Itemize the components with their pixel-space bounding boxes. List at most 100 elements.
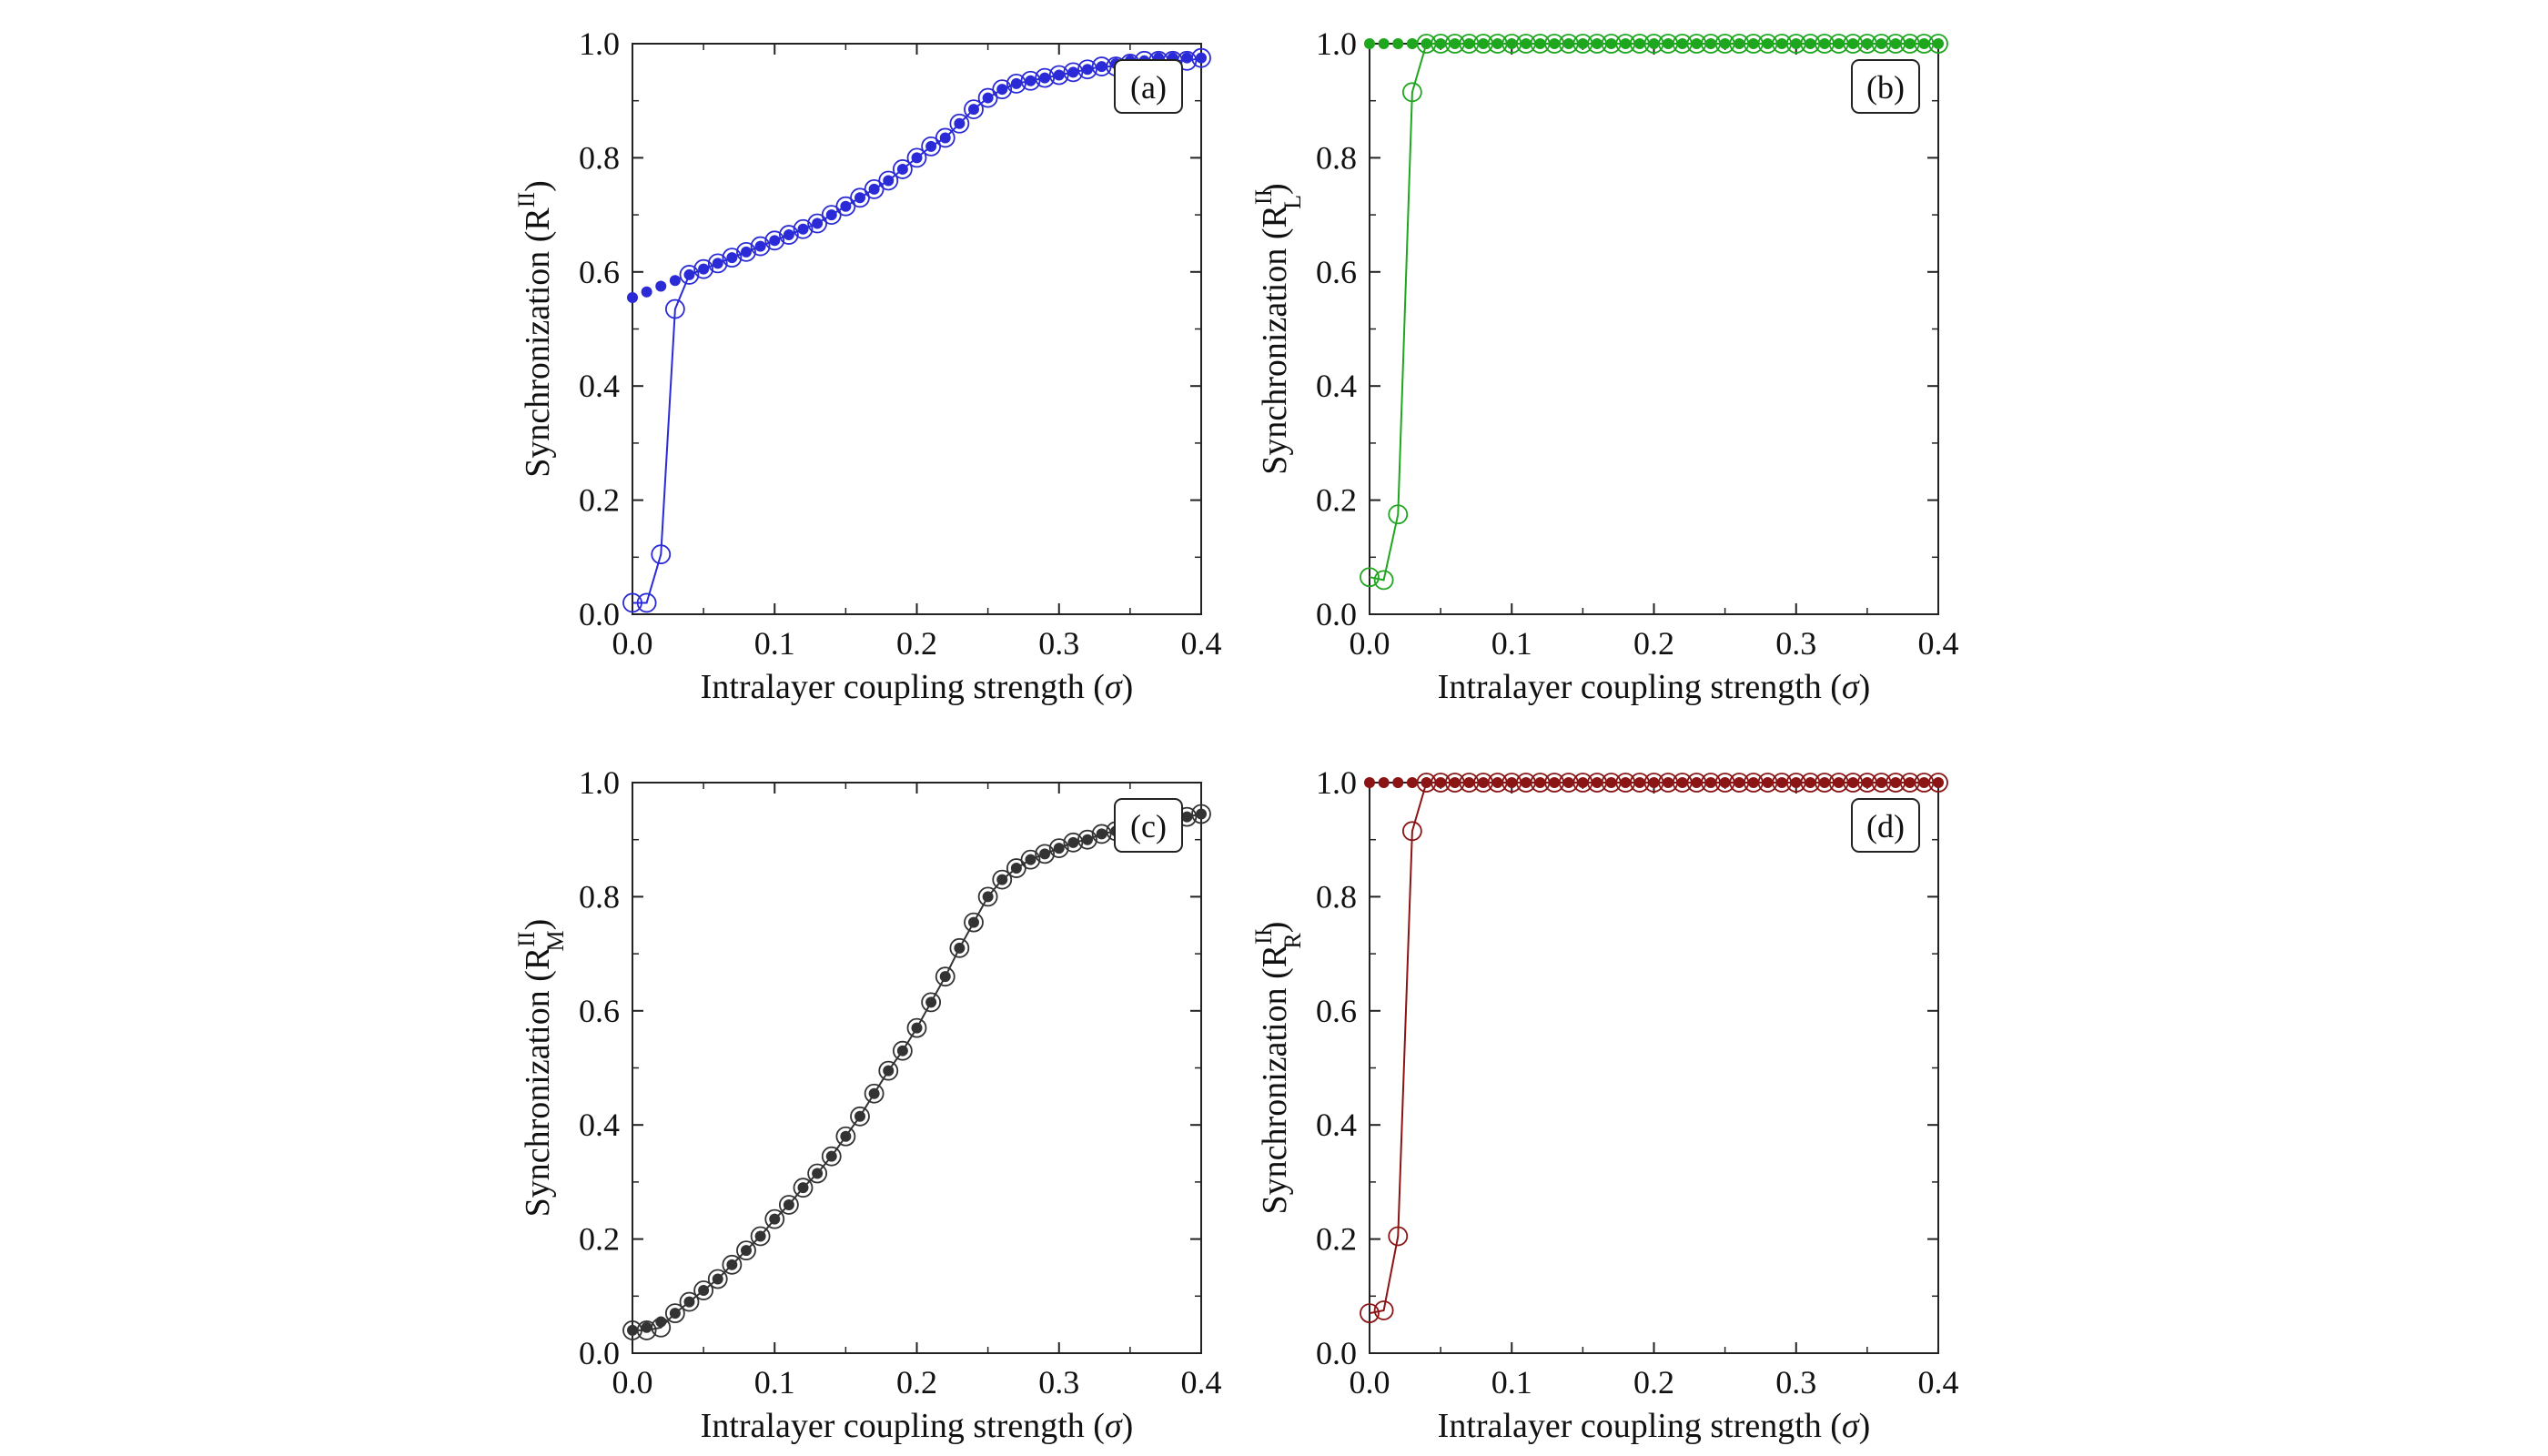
open-data-point — [1459, 34, 1480, 54]
open-data-point — [1871, 773, 1892, 793]
filled-data-point — [982, 891, 994, 903]
open-data-point — [1658, 34, 1679, 54]
filled-data-point — [812, 1168, 824, 1179]
open-data-point — [1077, 829, 1097, 850]
open-data-point — [1587, 34, 1607, 54]
y-axis-label-close: ) — [1256, 922, 1294, 934]
filled-data-point — [1435, 38, 1447, 49]
filled-data-point — [1491, 38, 1503, 49]
open-data-point — [1800, 34, 1821, 54]
filled-data-point — [1676, 777, 1688, 788]
y-tick-label: 0.8 — [1316, 878, 1357, 915]
x-axis-label-text: Intralayer coupling strength ( — [1438, 1407, 1842, 1445]
filled-data-point — [1633, 777, 1645, 788]
open-data-point — [693, 258, 714, 279]
filled-data-point — [825, 209, 837, 221]
filled-data-point — [939, 971, 951, 983]
open-data-point — [693, 1280, 714, 1300]
filled-data-point — [1918, 777, 1930, 788]
open-data-point — [892, 159, 913, 179]
filled-data-point — [1010, 77, 1022, 89]
open-data-point — [964, 912, 984, 933]
open-data-point — [636, 592, 657, 613]
x-tick-label: 0.4 — [1918, 1364, 1959, 1400]
y-axis-label-sup: II — [1250, 189, 1277, 205]
series-line — [1369, 43, 1938, 581]
open-data-point — [1459, 773, 1480, 793]
filled-data-point — [1096, 828, 1107, 840]
filled-data-point — [1734, 38, 1745, 49]
open-data-point — [778, 1195, 799, 1215]
y-tick-label: 0.6 — [1316, 254, 1357, 290]
filled-data-point — [741, 1245, 752, 1257]
filled-data-point — [1082, 64, 1093, 76]
open-data-point — [1629, 34, 1650, 54]
filled-data-point — [982, 92, 994, 104]
filled-data-point — [1406, 777, 1418, 788]
chart-panel-4: 0.0 0.2 0.4 0.6 0.8 1.0 0.0 0.1 0.2 0.3 0.4 Intrala… — [1250, 764, 1959, 1445]
open-data-point — [1629, 773, 1650, 793]
open-data-point — [1572, 34, 1593, 54]
panel-tag: (d) — [1866, 808, 1905, 844]
x-axis-label-symbol: σ — [1842, 668, 1860, 706]
panel-tag-box — [1851, 59, 1920, 114]
filled-data-point — [1605, 38, 1617, 49]
data-layer — [622, 47, 1211, 613]
filled-data-point — [1478, 38, 1489, 49]
filled-data-point — [1025, 854, 1036, 865]
open-data-point — [1729, 773, 1750, 793]
filled-data-point — [769, 235, 781, 247]
filled-data-point — [1676, 38, 1688, 49]
open-data-point — [1800, 773, 1821, 793]
filled-data-point — [712, 1273, 723, 1285]
open-data-point — [1091, 824, 1112, 844]
open-data-point — [1444, 773, 1465, 793]
series-line — [1369, 782, 1938, 1315]
y-axis-label-sup: II — [513, 931, 540, 946]
y-axis-label-sup: II — [1250, 929, 1277, 945]
open-data-point — [835, 196, 856, 217]
open-data-point — [1401, 821, 1422, 842]
y-tick-label: 0.0 — [1316, 596, 1357, 632]
open-data-point — [1928, 34, 1948, 54]
open-data-point — [722, 248, 743, 268]
open-data-point — [1431, 773, 1451, 793]
filled-data-point — [1933, 777, 1944, 788]
open-data-point — [1757, 34, 1778, 54]
filled-data-point — [1082, 834, 1093, 845]
panel-tag-box — [1114, 798, 1183, 853]
filled-data-point — [1833, 777, 1845, 788]
open-data-point — [1672, 34, 1693, 54]
filled-data-point — [1833, 38, 1845, 49]
open-data-point — [935, 127, 956, 148]
filled-data-point — [1506, 777, 1518, 788]
y-tick-label: 0.8 — [579, 139, 620, 176]
open-data-point — [1828, 773, 1849, 793]
filled-data-point — [1876, 38, 1887, 49]
y-tick-label: 0.4 — [1316, 1107, 1357, 1143]
y-axis-label: Synchronization (RII R) — [1250, 922, 1306, 1215]
filled-data-point — [1534, 777, 1546, 788]
x-tick-label: 0.2 — [1633, 625, 1674, 662]
y-axis-label-sub: L — [1279, 195, 1306, 209]
open-data-point — [1743, 773, 1764, 793]
open-data-point — [1035, 844, 1056, 864]
open-data-point — [1048, 838, 1069, 859]
open-data-point — [1643, 773, 1664, 793]
y-axis-label-close: ) — [1256, 183, 1294, 195]
filled-data-point — [1605, 777, 1617, 788]
open-data-point — [1530, 34, 1551, 54]
filled-data-point — [1196, 52, 1207, 64]
filled-data-point — [1406, 38, 1418, 49]
filled-data-point — [1039, 848, 1051, 860]
y-axis-label-text: Synchronization (R — [1256, 944, 1294, 1214]
plot-frame — [632, 782, 1202, 1354]
panel-tag: (c) — [1130, 808, 1167, 844]
y-tick-label: 0.0 — [579, 596, 620, 632]
filled-data-point — [854, 1110, 865, 1122]
x-tick-label: 0.0 — [1350, 625, 1390, 662]
filled-data-point — [1364, 38, 1375, 49]
open-data-point — [764, 230, 785, 251]
data-layer — [622, 804, 1211, 1340]
open-data-point — [1544, 773, 1565, 793]
